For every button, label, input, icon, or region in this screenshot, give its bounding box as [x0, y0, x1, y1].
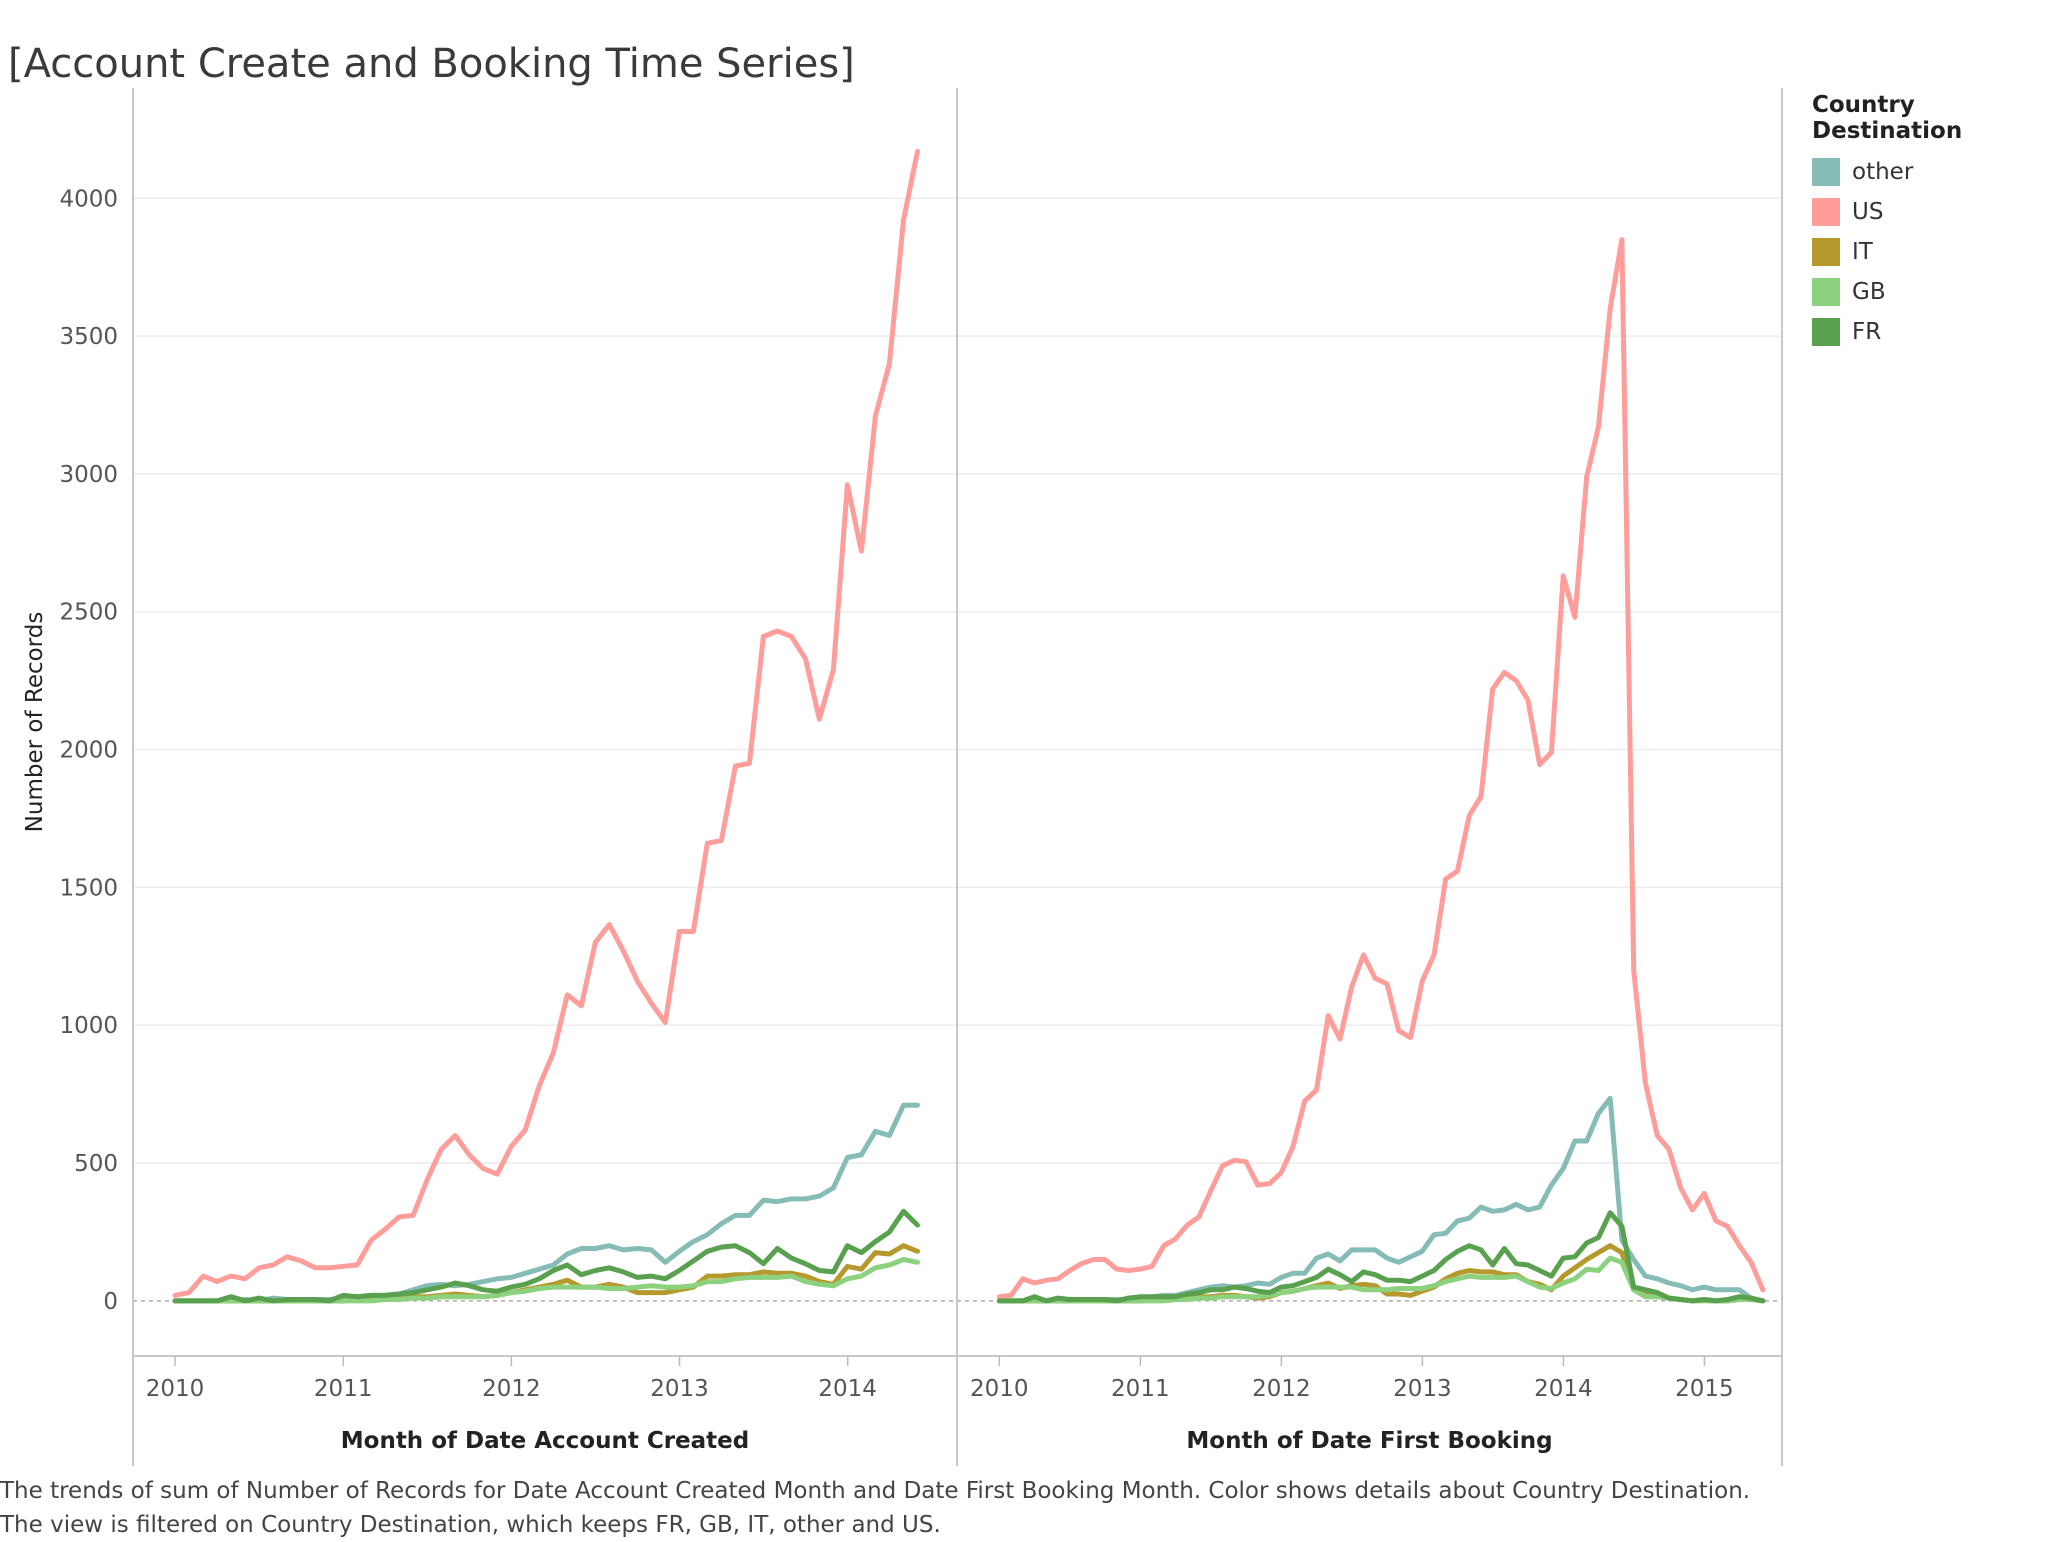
- chart-caption: The trends of sum of Number of Records f…: [0, 1478, 1751, 1538]
- series-line-us[interactable]: [996, 237, 1766, 1300]
- x-tick-label: 2010: [146, 1376, 205, 1402]
- x-axis: 2010 2011 2012 2013 2014 Month of Date Accoun…: [146, 1356, 877, 1454]
- legend-swatch: [1812, 198, 1840, 226]
- chart-title: [Account Create and Booking Time Series]: [8, 40, 855, 87]
- y-tick-label: 3000: [59, 462, 118, 488]
- legend-swatch: [1812, 318, 1840, 346]
- y-tick-label: 1500: [59, 875, 118, 901]
- x-axis-title: Month of Date Account Created: [341, 1428, 750, 1454]
- y-tick-label: 2500: [59, 600, 118, 626]
- y-tick-label: 3500: [59, 324, 118, 350]
- x-tick-label: 2012: [1252, 1376, 1311, 1402]
- y-tick-label: 0: [103, 1289, 118, 1315]
- legend-label: other: [1852, 159, 1914, 185]
- x-axis-title: Month of Date First Booking: [1186, 1428, 1552, 1454]
- y-tick-label: 4000: [59, 186, 118, 212]
- legend: Country Destination other US IT GB FR: [1812, 92, 2062, 352]
- legend-label: GB: [1852, 279, 1886, 305]
- series-line-fr[interactable]: [996, 1210, 1766, 1304]
- legend-item-fr[interactable]: FR: [1812, 312, 2062, 352]
- series-lines: [172, 148, 920, 1304]
- legend-label: IT: [1852, 239, 1873, 265]
- series-line-us[interactable]: [172, 148, 920, 1298]
- x-tick-label: 2013: [1393, 1376, 1452, 1402]
- gridlines: [957, 197, 1782, 1164]
- y-tick-label: 1000: [59, 1013, 118, 1039]
- y-tick-label: 500: [74, 1151, 118, 1177]
- legend-item-it[interactable]: IT: [1812, 232, 2062, 272]
- x-tick-label: 2010: [970, 1376, 1029, 1402]
- legend-swatch: [1812, 238, 1840, 266]
- legend-title: Country Destination: [1812, 92, 1963, 144]
- x-axis: 2010 2011 2012 2013 2014 2015 Month of Date Fi…: [970, 1356, 1734, 1454]
- legend-item-us[interactable]: US: [1812, 192, 2062, 232]
- x-tick-label: 2011: [314, 1376, 373, 1402]
- y-axis: 0 500 1000 1500 2000 2500 3000 3500 4000 Number o…: [22, 186, 118, 1315]
- panel-first-booking: 2010 2011 2012 2013 2014 2015 Month of Date Fi…: [956, 88, 1783, 1466]
- legend-item-gb[interactable]: GB: [1812, 272, 2062, 312]
- legend-label: US: [1852, 199, 1884, 225]
- y-tick-label: 2000: [59, 738, 118, 764]
- legend-swatch: [1812, 278, 1840, 306]
- x-tick-label: 2011: [1111, 1376, 1170, 1402]
- x-tick-label: 2013: [650, 1376, 709, 1402]
- x-tick-label: 2014: [818, 1376, 877, 1402]
- x-tick-label: 2015: [1675, 1376, 1734, 1402]
- x-tick-label: 2014: [1534, 1376, 1593, 1402]
- series-lines: [996, 237, 1766, 1304]
- x-tick-label: 2012: [482, 1376, 541, 1402]
- series-line-fr[interactable]: [172, 1208, 920, 1304]
- gridlines: [133, 197, 957, 1164]
- series-line-other[interactable]: [172, 1102, 920, 1304]
- y-axis-label: Number of Records: [22, 612, 48, 833]
- legend-label: FR: [1852, 319, 1882, 345]
- panel-account-created: 2010 2011 2012 2013 2014 Month of Date Accoun…: [132, 88, 957, 1466]
- series-line-other[interactable]: [996, 1095, 1766, 1304]
- legend-swatch: [1812, 158, 1840, 186]
- legend-item-other[interactable]: other: [1812, 152, 2062, 192]
